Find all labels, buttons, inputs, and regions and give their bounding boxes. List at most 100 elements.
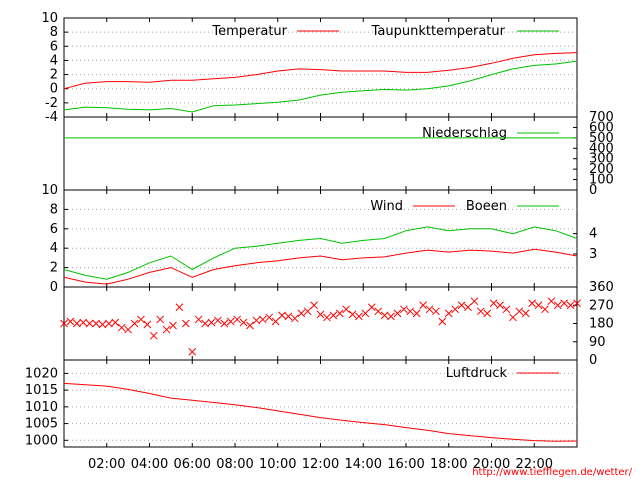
wind-direction-point bbox=[156, 315, 165, 324]
wind-direction-point bbox=[143, 320, 152, 329]
wind-direction-point bbox=[220, 319, 229, 328]
wind-direction-point bbox=[553, 301, 562, 310]
wind-direction-point bbox=[290, 314, 299, 323]
wind-direction-point bbox=[316, 310, 325, 319]
wind-direction-point bbox=[162, 325, 171, 334]
legend-label: Luftdruck bbox=[446, 366, 508, 381]
wind-direction-point bbox=[374, 307, 383, 316]
y-tick-label: 4 bbox=[50, 53, 58, 68]
wind-direction-point bbox=[400, 305, 408, 314]
wind-direction-point bbox=[489, 299, 498, 308]
y-right-tick-label: 600 bbox=[589, 120, 614, 135]
x-tick-label: 16:00 bbox=[387, 457, 424, 472]
y-right-tick-label: 300 bbox=[589, 152, 614, 167]
y-tick-label: 10 bbox=[41, 183, 58, 198]
wind-direction-point bbox=[130, 319, 139, 328]
x-tick-label: 10:00 bbox=[259, 457, 296, 472]
wind-direction-point bbox=[361, 309, 370, 318]
wind-direction-point bbox=[303, 307, 312, 316]
y-tick-label: -2 bbox=[45, 96, 58, 111]
wind-direction-point bbox=[117, 323, 126, 332]
x-tick-label: 18:00 bbox=[430, 457, 467, 472]
y-right-tick-label: 360 bbox=[589, 280, 614, 295]
legend-label: Niederschlag bbox=[422, 126, 507, 141]
wind-direction-point bbox=[226, 317, 235, 326]
wind-direction-point bbox=[393, 309, 402, 318]
wind-direction-point bbox=[72, 319, 81, 328]
wind-direction-point bbox=[284, 312, 293, 321]
series-line-temperatur bbox=[63, 52, 578, 90]
wind-direction-point bbox=[521, 309, 530, 318]
legend-label: Temperatur bbox=[211, 24, 287, 39]
x-tick-label: 14:00 bbox=[345, 457, 382, 472]
wind-direction-point bbox=[335, 309, 344, 318]
y-right-tick-label: 4 bbox=[589, 227, 597, 242]
wind-direction-point bbox=[175, 303, 184, 312]
y-right-tick-label: 700 bbox=[589, 110, 614, 125]
legend-label: Taupunkttemperatur bbox=[371, 24, 506, 39]
wind-direction-point bbox=[310, 301, 318, 310]
panel-frame bbox=[63, 286, 578, 361]
x-axis: 02:00 04:00 06:00 08:00 10:00 12:00 14:00 16:00… bbox=[88, 457, 553, 472]
x-tick-label: 02:00 bbox=[88, 457, 125, 472]
wind-direction-point bbox=[406, 307, 415, 316]
wind-direction-point bbox=[566, 301, 575, 310]
wind-direction-point bbox=[573, 299, 581, 308]
wind-direction-point bbox=[278, 311, 286, 320]
wind-direction-point bbox=[509, 313, 517, 322]
y-right-tick-label: 3 bbox=[589, 247, 597, 262]
wind-direction-point bbox=[496, 301, 504, 310]
series-line-wind bbox=[63, 248, 578, 285]
x-tick-label: 20:00 bbox=[473, 457, 510, 472]
series-line-luftdruck bbox=[63, 382, 578, 442]
y-tick-label: 8 bbox=[50, 25, 58, 40]
wind-direction-point bbox=[66, 317, 75, 326]
y-tick-label: 1020 bbox=[25, 366, 58, 381]
y-tick-label: 6 bbox=[50, 39, 58, 54]
wind-direction-point bbox=[432, 307, 440, 316]
wind-direction-point bbox=[348, 310, 357, 319]
y-right-tick-label: 500 bbox=[589, 131, 614, 146]
y-tick-label: 6 bbox=[50, 222, 58, 237]
wind-direction-point bbox=[85, 319, 94, 328]
y-tick-label: 2 bbox=[50, 261, 58, 276]
wind-direction-point bbox=[181, 319, 190, 328]
y-right-tick-label: 270 bbox=[589, 298, 614, 313]
panel-wind_direction: 360 270 180 90 0 bbox=[60, 280, 614, 368]
wind-direction-point bbox=[412, 309, 421, 318]
wind-direction-point bbox=[547, 297, 556, 306]
y-tick-label: 4 bbox=[50, 241, 58, 256]
x-tick-label: 08:00 bbox=[216, 457, 253, 472]
x-tick-label: 12:00 bbox=[302, 457, 339, 472]
y-tick-label: 2 bbox=[50, 68, 58, 83]
wind-direction-point bbox=[239, 318, 248, 327]
source-url[interactable]: http://www.tiefflegen.de/wetter/ bbox=[472, 467, 632, 478]
wind-direction-point bbox=[444, 309, 453, 318]
x-tick-label: 06:00 bbox=[174, 457, 211, 472]
y-tick-label: 1005 bbox=[25, 417, 58, 432]
series-line-taupunkttemperatur bbox=[63, 60, 578, 113]
wind-direction-point bbox=[380, 311, 389, 320]
wind-direction-point bbox=[214, 316, 222, 325]
wind-direction-point bbox=[265, 313, 274, 322]
y-tick-label: 10 bbox=[41, 11, 58, 26]
y-right-tick-label: 100 bbox=[589, 173, 614, 188]
wind-direction-point bbox=[457, 301, 466, 310]
wind-direction-point bbox=[560, 299, 569, 308]
y-tick-label: -4 bbox=[45, 110, 58, 125]
wind-direction-point bbox=[258, 315, 267, 324]
wind-direction-point bbox=[425, 305, 434, 314]
wind-direction-point bbox=[476, 307, 485, 316]
y-right-tick-label: 400 bbox=[589, 141, 614, 156]
series-line-boeen bbox=[63, 226, 578, 280]
legend-label: Wind bbox=[370, 199, 403, 214]
wind-direction-point bbox=[342, 305, 351, 314]
x-tick-label: 22:00 bbox=[516, 457, 553, 472]
y-right-tick-label: 180 bbox=[589, 317, 614, 332]
wind-direction-point bbox=[515, 307, 524, 316]
wind-direction-point bbox=[271, 317, 280, 326]
y-right-tick-label: 90 bbox=[589, 335, 606, 350]
